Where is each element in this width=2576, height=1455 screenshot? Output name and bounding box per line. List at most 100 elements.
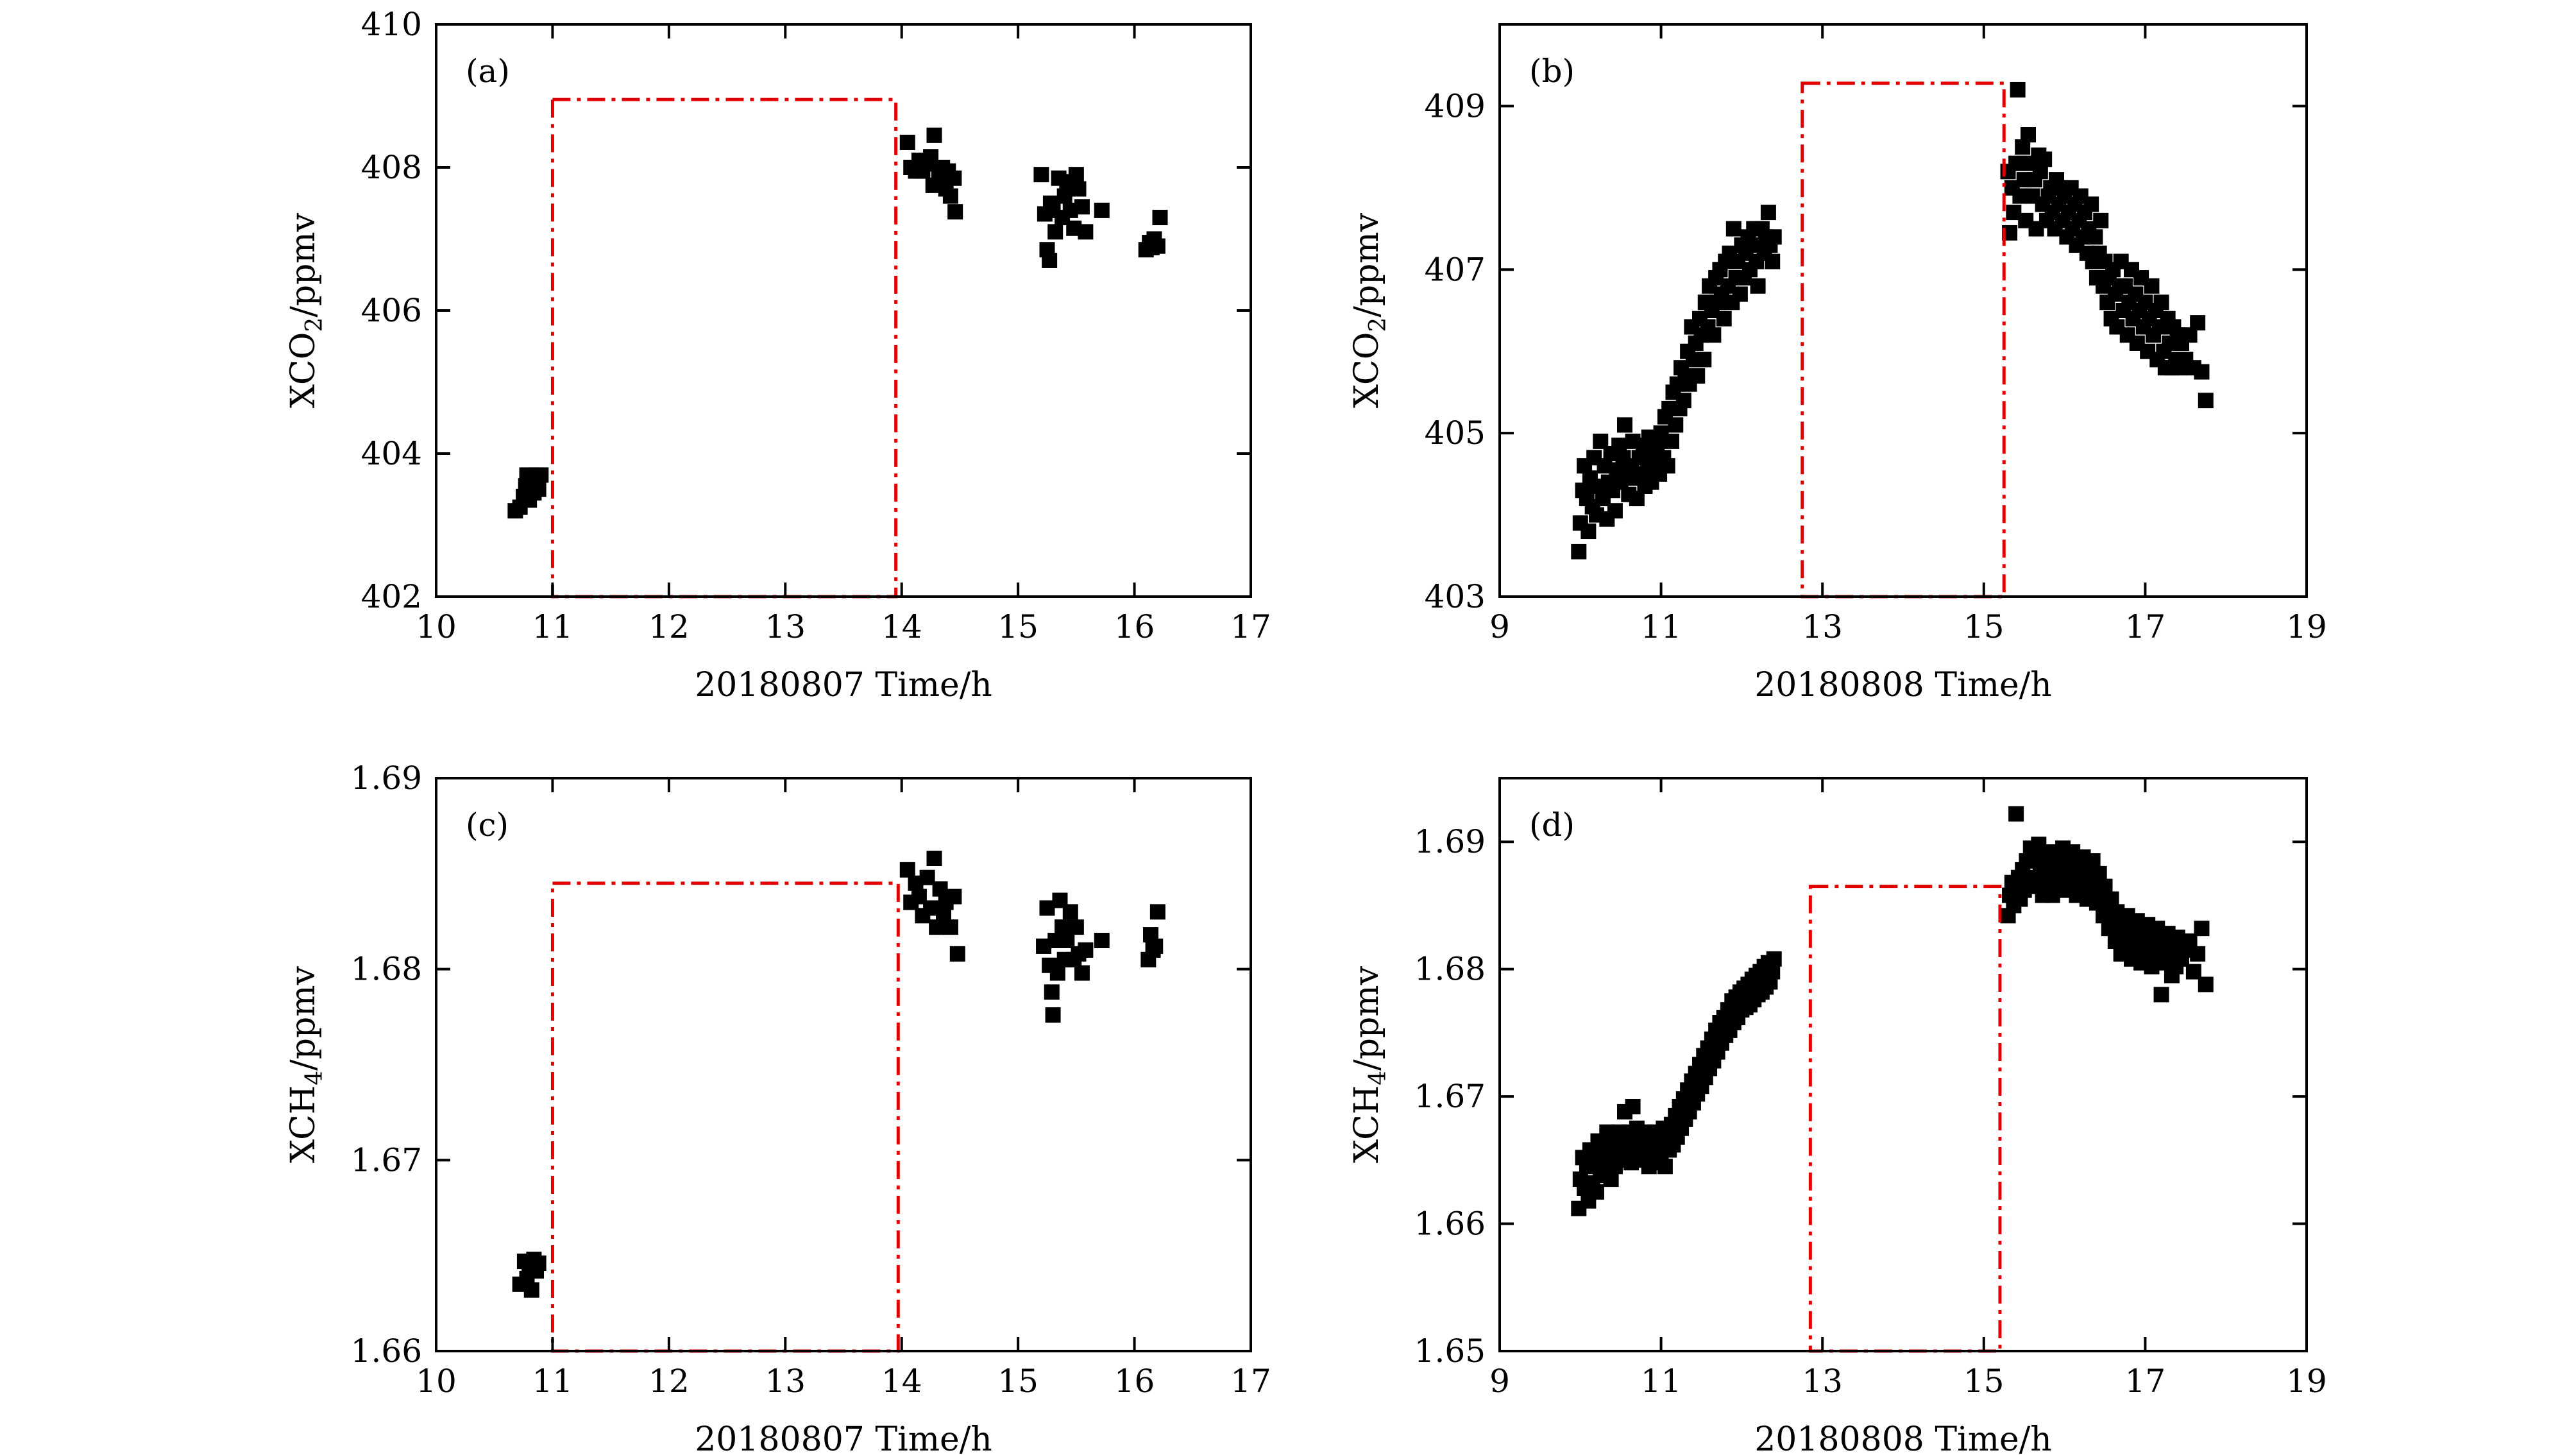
panel-b-x-tick-label-3: 15 [1963,608,2004,645]
panel-d-point-102 [2008,806,2024,822]
panel-d-x-tick-label-4: 17 [2125,1363,2166,1400]
panel-c-point-17 [932,881,948,897]
panel-d-label: (d) [1529,806,1575,844]
panel-b-point-48 [1668,417,1684,433]
panel-a-point-41 [1071,181,1087,197]
panel-c-y-tick-label-2: 1.68 [351,951,422,988]
panel-d-ylabel-suffix: /ppmv [1348,966,1386,1070]
panel-d-y-tick-label-4: 1.69 [1414,823,1486,860]
panel-c-point-22 [949,946,965,962]
panel-d-point-9 [1588,1184,1604,1200]
panel-c-ylabel-sub: 4 [301,1071,328,1085]
panel-b-point-89 [1750,278,1766,294]
panel-c-point-39 [1078,942,1094,958]
panel-b-point-59 [1690,368,1706,384]
panel-d-frame [1498,777,2308,1352]
panel-a-y-axis-label: XCO2/ppmv [284,212,328,408]
panel-d-point-97 [1766,951,1782,967]
panel-c-x-tick-label-3: 13 [765,1363,806,1400]
panel-d-y-axis-label: XCH4/ppmv [1348,966,1391,1163]
panel-b-point-96 [1765,253,1781,269]
panel-d-ticks: 9 11 13 15 17 19 1.65 1.66 1.67 1.68 1.69 [1414,778,2327,1400]
panel-a-ylabel-base: XCO [284,332,323,409]
panel-c-point-21 [946,889,962,905]
panel-b-point-94 [1760,205,1776,221]
panel-b-y-tick-label-3: 409 [1425,87,1486,124]
panel-a-label: (a) [466,53,510,90]
panel-c: 10 11 12 13 14 15 16 17 1.66 1.67 1.68 1.69 (c) 201… [284,760,1271,1455]
panel-b-ylabel-sub: 2 [1365,318,1391,332]
panel-c-y-axis-label: XCH4/ppmv [284,966,328,1163]
panel-c-point-36 [1068,919,1084,935]
panel-c-y-tick-label-0: 1.66 [351,1332,422,1370]
panel-b-point-0 [1571,543,1587,559]
panel-b-point-188 [2190,315,2206,331]
panel-b-point-116 [2037,151,2053,167]
panel-c-x-tick-label-5: 15 [997,1363,1038,1400]
panel-a-y-tick-label-2: 406 [361,292,422,329]
panel-b-point-144 [2093,212,2109,228]
panel-a-point-33 [1047,224,1063,240]
panel-c-ticks: 10 11 12 13 14 15 16 17 1.66 1.67 1.68 1.69 [351,760,1271,1400]
panel-c-x-tick-label-6: 16 [1114,1363,1155,1400]
panel-d-y-tick-label-0: 1.65 [1414,1332,1486,1370]
panel-a-markers [507,127,1168,519]
panel-c-point-38 [1074,965,1090,981]
panel-a-point-50 [1152,210,1168,226]
panel-b-point-80 [1732,286,1748,302]
panel-c-point-27 [1045,1007,1061,1023]
panel-c-ylabel-base: XCH [284,1085,323,1163]
panel-b-point-190 [2198,393,2214,409]
panel-b-y-tick-label-1: 405 [1425,414,1486,452]
panel-a-point-43 [1078,224,1094,240]
panel-b-x-tick-label-4: 17 [2125,608,2166,645]
panel-b-point-103 [2010,81,2026,98]
panel-b-label: (b) [1529,53,1575,90]
panel-b-point-23 [1616,417,1632,433]
panel-a-point-40 [1068,167,1084,183]
panel-c-x-tick-label-1: 11 [532,1363,573,1400]
panel-c-x-tick-label-0: 10 [416,1363,457,1400]
panel-a-point-42 [1074,199,1090,215]
panel-d-point-189 [2198,976,2214,992]
panel-b-point-77 [1725,221,1741,237]
panel-b-x-tick-label-1: 11 [1641,608,1682,645]
panel-c-x-tick-label-7: 17 [1230,1363,1271,1400]
panel-c-point-4 [523,1282,539,1298]
panel-a-point-49 [1149,238,1165,254]
panel-a-ylabel-suffix: /ppmv [284,212,323,317]
panel-a-point-26 [947,204,963,220]
panel-c-point-45 [1149,904,1165,920]
panel-c-point-7 [530,1255,547,1272]
panel-a-x-tick-label-4: 14 [881,608,922,645]
panel-a-point-10 [533,467,549,483]
panel-c-point-29 [1049,965,1065,981]
panel-c-ylabel-suffix: /ppmv [284,966,323,1070]
panel-d-markers [1571,806,2214,1216]
panel-b-y-axis-label: XCO2/ppmv [1348,212,1391,408]
panel-b-point-108 [2020,127,2036,143]
panel-b-point-97 [1766,229,1782,245]
panel-a-point-25 [946,170,962,186]
panel-c-markers [512,851,1165,1298]
panel-d-point-43 [1657,1159,1673,1175]
panel-c-frame [435,777,1252,1352]
panel-b-gap-box [1801,81,2006,599]
panel-b-point-62 [1696,352,1712,368]
panel-b-ticks: 9 11 13 15 17 19 403 405 407 409 [1425,24,2327,645]
panel-c-point-33 [1059,933,1075,949]
panel-b-point-67 [1706,327,1722,343]
panel-b-markers [1571,81,2214,559]
panel-b-x-tick-label-2: 13 [1802,608,1843,645]
panel-b-point-46 [1663,433,1679,449]
panel-a-point-24 [942,188,958,204]
panel-c-x-tick-label-2: 12 [648,1363,690,1400]
panel-c-point-26 [1044,984,1060,1000]
panel-b-point-102 [2008,155,2024,171]
panel-a-y-tick-label-4: 410 [361,6,422,43]
panel-a-y-tick-label-3: 408 [361,149,422,186]
panel-c-point-40 [1094,933,1110,949]
panel-a-x-tick-label-2: 12 [648,608,690,645]
panel-a-y-tick-label-1: 404 [361,435,422,472]
